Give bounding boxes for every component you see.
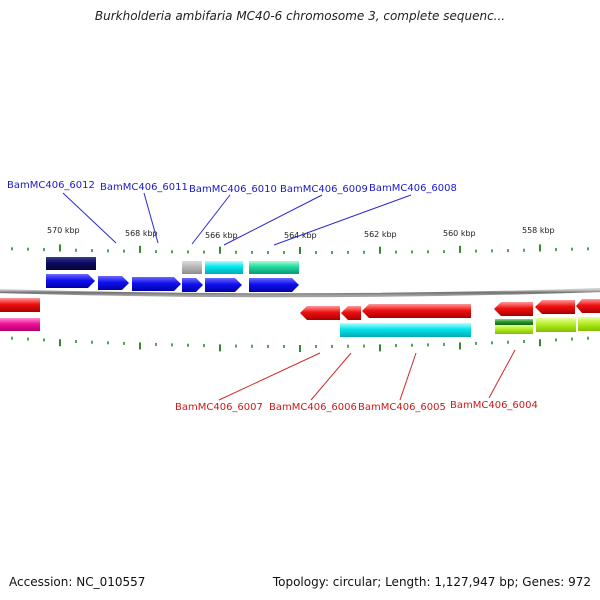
gene-arrow-6007[interactable] [300,306,340,320]
forward-callouts [62,192,412,246]
gene-arrow-6004[interactable] [494,302,533,316]
tick-label-566: 566 kbp [205,231,238,240]
accession-text: Accession: NC_010557 [9,575,146,589]
gene-arrow-left-edge[interactable] [0,298,40,312]
label-6007[interactable]: BamMC406_6007 [175,402,263,413]
gene-arrow-6005[interactable] [362,304,471,318]
feature-navy[interactable] [46,257,96,270]
feature-green[interactable] [495,319,533,326]
label-6006[interactable]: BamMC406_6006 [269,402,357,413]
tick-label-558: 558 kbp [522,226,555,235]
reverse-labels: BamMC406_6007 BamMC406_6006 BamMC406_600… [175,400,538,413]
gene-arrow-6006[interactable] [341,306,361,320]
label-6012[interactable]: BamMC406_6012 [7,180,95,191]
label-6011[interactable]: BamMC406_6011 [100,182,188,193]
gene-arrow-6003[interactable] [535,300,575,314]
feature-cyan[interactable] [205,261,243,274]
tick-labels: 570 kbp 568 kbp 566 kbp 564 kbp 562 kbp … [47,226,555,240]
gene-arrow-6008[interactable] [249,278,299,292]
feature-lime-2[interactable] [536,318,576,332]
chromosome-backbone [0,288,600,298]
gene-arrow-6009[interactable] [182,278,203,292]
gene-arrow-6010[interactable] [132,277,181,291]
label-6010[interactable]: BamMC406_6010 [189,184,277,195]
tick-marks-bottom [11,336,589,352]
tick-label-560: 560 kbp [443,229,476,238]
feature-teal[interactable] [249,261,299,274]
gene-arrow-right-edge[interactable] [576,299,600,313]
tick-label-562: 562 kbp [364,230,397,239]
gene-arrow-6011[interactable] [98,276,129,290]
tick-label-568: 568 kbp [125,229,158,238]
label-6004[interactable]: BamMC406_6004 [450,400,538,411]
topology-text: Topology: circular; Length: 1,127,947 bp… [272,575,591,589]
feature-lime[interactable] [495,325,533,334]
feature-gray[interactable] [182,261,202,274]
tick-marks-top [11,244,589,254]
label-6005[interactable]: BamMC406_6005 [358,402,446,413]
label-6009[interactable]: BamMC406_6009 [280,184,368,195]
feature-pink[interactable] [0,318,40,331]
reverse-callouts [218,349,516,401]
tick-label-570: 570 kbp [47,226,80,235]
gene-arrow-6012[interactable] [46,274,95,288]
forward-labels: BamMC406_6012 BamMC406_6011 BamMC406_601… [7,180,457,195]
feature-lime-3[interactable] [578,317,600,331]
map-title: Burkholderia ambifaria MC40-6 chromosome… [94,9,506,23]
reverse-features [0,298,600,337]
label-6008[interactable]: BamMC406_6008 [369,183,457,194]
gene-arrow-6009b[interactable] [205,278,242,292]
forward-features [46,257,299,292]
feature-cyan-bottom[interactable] [340,323,471,337]
